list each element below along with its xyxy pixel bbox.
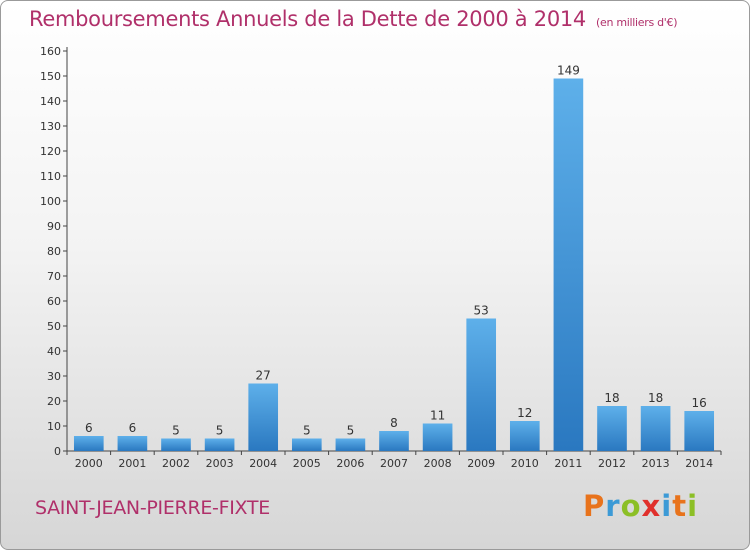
x-tick-label-2003: 2003 [206, 457, 234, 470]
commune-name: SAINT-JEAN-PIERRE-FIXTE [35, 497, 270, 519]
y-tick-label: 80 [47, 245, 61, 258]
logo-letter: i [687, 489, 699, 523]
x-tick-label-2009: 2009 [467, 457, 495, 470]
y-tick-label: 40 [47, 345, 61, 358]
bar-2006 [335, 438, 366, 451]
data-label-2013: 18 [648, 391, 663, 405]
logo-letter: x [641, 489, 662, 523]
title-unit: (en milliers d'€) [596, 16, 678, 29]
bar-2009 [466, 318, 497, 451]
logo-letter: o [620, 489, 642, 523]
x-tick-label-2014: 2014 [685, 457, 713, 470]
data-label-2014: 16 [692, 396, 707, 410]
bar-2010 [509, 421, 540, 451]
y-tick-label: 160 [40, 45, 61, 58]
bar-2002 [161, 438, 191, 451]
y-tick-label: 20 [47, 395, 61, 408]
data-label-2006: 5 [347, 424, 355, 438]
logo-letter: i [661, 489, 673, 523]
bar-2000 [73, 436, 104, 451]
bar-2007 [379, 431, 409, 451]
x-tick-label-2005: 2005 [293, 457, 321, 470]
data-label-2010: 12 [517, 406, 532, 420]
x-tick-label-2001: 2001 [118, 457, 146, 470]
logo-letter: t [672, 489, 688, 523]
logo-letter: P [583, 489, 606, 523]
bar-2004 [248, 383, 279, 451]
x-tick-label-2004: 2004 [249, 457, 277, 470]
y-tick-label: 110 [40, 170, 61, 183]
y-tick-label: 90 [47, 220, 61, 233]
x-tick-label-2007: 2007 [380, 457, 408, 470]
y-tick-label: 10 [47, 420, 61, 433]
data-label-2003: 5 [216, 424, 224, 438]
data-label-2008: 11 [430, 409, 445, 423]
y-tick-label: 0 [54, 445, 61, 458]
data-label-2004: 27 [256, 369, 271, 383]
x-tick-label-2000: 2000 [75, 457, 103, 470]
logo-letter: r [605, 489, 621, 523]
bar-2012 [597, 406, 627, 451]
x-tick-label-2013: 2013 [642, 457, 670, 470]
y-tick-label: 70 [47, 270, 61, 283]
data-label-2001: 6 [129, 421, 137, 435]
bar-2011 [553, 78, 584, 451]
bar-2014 [684, 411, 715, 451]
y-tick-label: 60 [47, 295, 61, 308]
x-tick-label-2002: 2002 [162, 457, 190, 470]
data-label-2007: 8 [390, 416, 398, 430]
data-label-2005: 5 [303, 424, 311, 438]
x-tick-label-2006: 2006 [336, 457, 364, 470]
bar-2005 [291, 438, 322, 451]
y-tick-label: 100 [40, 195, 61, 208]
data-label-2000: 6 [85, 421, 93, 435]
bar-2003 [204, 438, 235, 451]
title-text: Remboursements Annuels de la Dette de 20… [29, 7, 586, 31]
proxiti-logo: Proxiti [583, 489, 698, 523]
y-tick-label: 50 [47, 320, 61, 333]
bar-2001 [117, 436, 148, 451]
x-tick-label-2010: 2010 [511, 457, 539, 470]
chart-title: Remboursements Annuels de la Dette de 20… [29, 7, 677, 31]
x-tick-label-2011: 2011 [554, 457, 582, 470]
bar-2013 [640, 406, 671, 451]
y-tick-label: 140 [40, 95, 61, 108]
x-tick-label-2012: 2012 [598, 457, 626, 470]
y-tick-label: 150 [40, 70, 61, 83]
data-label-2012: 18 [604, 391, 619, 405]
data-label-2011: 149 [557, 64, 580, 78]
y-tick-label: 30 [47, 370, 61, 383]
bar-2008 [422, 423, 453, 451]
y-tick-label: 130 [40, 120, 61, 133]
data-label-2009: 53 [474, 304, 489, 318]
x-tick-label-2008: 2008 [424, 457, 452, 470]
y-tick-label: 120 [40, 145, 61, 158]
data-label-2002: 5 [172, 424, 180, 438]
